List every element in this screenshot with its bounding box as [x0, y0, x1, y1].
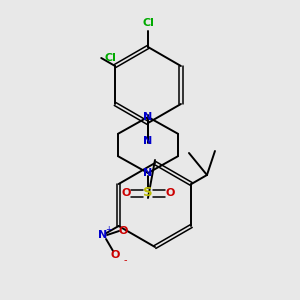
Text: O: O: [110, 250, 120, 260]
Text: -: -: [123, 255, 127, 265]
Text: Cl: Cl: [104, 53, 116, 63]
Text: O: O: [165, 188, 175, 198]
Text: N: N: [143, 136, 153, 146]
Text: O: O: [118, 226, 128, 236]
Text: N: N: [143, 168, 153, 178]
Text: +: +: [105, 224, 111, 233]
Text: N: N: [143, 112, 153, 122]
Text: S: S: [143, 187, 153, 200]
Text: Cl: Cl: [142, 18, 154, 28]
Text: O: O: [121, 188, 131, 198]
Text: N: N: [98, 230, 108, 240]
